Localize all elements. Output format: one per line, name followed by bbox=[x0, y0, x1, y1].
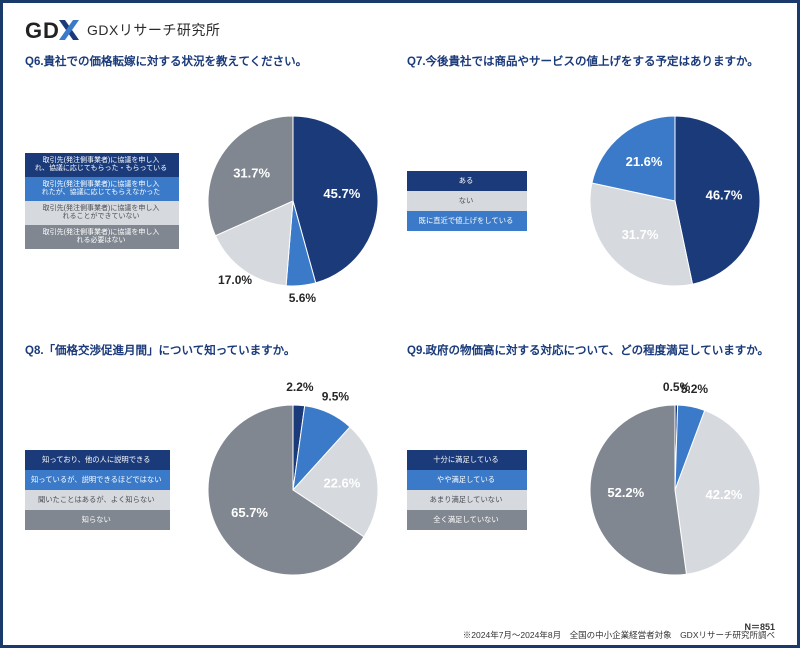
q6-title: Q6.貴社での価格転嫁に対する状況を教えてください。 bbox=[25, 53, 393, 69]
svg-text:D: D bbox=[43, 18, 59, 43]
q6-legend-item: 取引先(発注側事業者)に協議を申し入 れ、協議に応じてもらった・もらっている bbox=[25, 153, 179, 177]
q9-legend-item: 全く満足していない bbox=[407, 510, 527, 530]
q6-legend-item: 取引先(発注側事業者)に協議を申し入 れることができていない bbox=[25, 201, 179, 225]
q8-body: 知っており、他の人に説明できる知っているが、説明できるほどではない聞いたことはあ… bbox=[25, 364, 393, 617]
panel-q9: Q9.政府の物価高に対する対応について、どの程度満足していますか。 十分に満足し… bbox=[407, 342, 775, 617]
chart-grid: Q6.貴社での価格転嫁に対する状況を教えてください。 取引先(発注側事業者)に協… bbox=[25, 53, 775, 616]
q8-slice-pct: 2.2% bbox=[286, 380, 314, 394]
q7-legend-item: 既に直近で値上げをしている bbox=[407, 211, 527, 231]
q6-legend-item: 取引先(発注側事業者)に協議を申し入 れたが、協議に応じてもらえなかった bbox=[25, 177, 179, 201]
q6-legend-item: 取引先(発注側事業者)に協議を申し入 れる必要はない bbox=[25, 225, 179, 249]
q8-pie: 2.2%9.5%22.6%65.7% bbox=[193, 390, 393, 590]
q6-slice-pct: 31.7% bbox=[233, 166, 270, 181]
q8-legend: 知っており、他の人に説明できる知っているが、説明できるほどではない聞いたことはあ… bbox=[25, 450, 170, 530]
q7-legend-item: ある bbox=[407, 171, 527, 191]
q7-pie: 46.7% 31.7% 21.6% bbox=[575, 101, 775, 301]
header: G D GDXリサーチ研究所 bbox=[25, 17, 775, 43]
panel-q6: Q6.貴社での価格転嫁に対する状況を教えてください。 取引先(発注側事業者)に協… bbox=[25, 53, 393, 328]
q9-legend-item: やや満足している bbox=[407, 470, 527, 490]
q9-slice-pct: 42.2% bbox=[706, 487, 743, 502]
q7-title: Q7.今後貴社では商品やサービスの値上げをする予定はありますか。 bbox=[407, 53, 775, 69]
q7-slice-pct: 31.7% bbox=[622, 227, 659, 242]
q9-slice-pct: 52.2% bbox=[607, 485, 644, 500]
brand-title: GDXリサーチ研究所 bbox=[87, 20, 220, 40]
q9-body: 十分に満足しているやや満足しているあまり満足していない全く満足していない 0.5… bbox=[407, 364, 775, 617]
q7-slice-pct: 21.6% bbox=[626, 154, 663, 169]
q8-slice-pct: 22.6% bbox=[323, 475, 360, 490]
q7-slice-pct: 46.7% bbox=[706, 188, 743, 203]
q9-legend: 十分に満足しているやや満足しているあまり満足していない全く満足していない bbox=[407, 450, 527, 530]
q7-body: あるない既に直近で値上げをしている 46.7% 31.7% 21.6% bbox=[407, 75, 775, 328]
q9-pie: 0.5%5.2%42.2%52.2% bbox=[575, 390, 775, 590]
page: G D GDXリサーチ研究所 Q6.貴社での価格転嫁に対する状況を教えてください… bbox=[3, 3, 797, 645]
q9-slice-pct: 5.2% bbox=[681, 382, 709, 396]
q6-slice-pct: 17.0% bbox=[218, 273, 252, 287]
svg-text:G: G bbox=[25, 18, 42, 43]
q8-slice-pct: 9.5% bbox=[322, 389, 350, 403]
q6-pie: 45.7%5.6%17.0%31.7% bbox=[193, 101, 393, 301]
q8-title: Q8.「価格交渉促進月間」について知っていますか。 bbox=[25, 342, 393, 358]
brand-logo-icon: G D bbox=[25, 17, 79, 43]
q7-legend-item: ない bbox=[407, 191, 527, 211]
q9-legend-item: あまり満足していない bbox=[407, 490, 527, 510]
q7-legend: あるない既に直近で値上げをしている bbox=[407, 171, 527, 231]
q6-body: 取引先(発注側事業者)に協議を申し入 れ、協議に応じてもらった・もらっている取引… bbox=[25, 75, 393, 328]
q8-legend-item: 知らない bbox=[25, 510, 170, 530]
panel-q8: Q8.「価格交渉促進月間」について知っていますか。 知っており、他の人に説明でき… bbox=[25, 342, 393, 617]
footer-note: ※2024年7月～2024年8月 全国の中小企業経営者対象 GDXリサーチ研究所… bbox=[463, 629, 775, 641]
q6-slice-pct: 5.6% bbox=[289, 291, 317, 305]
q6-slice-pct: 45.7% bbox=[323, 186, 360, 201]
q8-slice-pct: 65.7% bbox=[231, 505, 268, 520]
footer: N＝851 ※2024年7月～2024年8月 全国の中小企業経営者対象 GDXリ… bbox=[25, 620, 775, 633]
q8-legend-item: 知っており、他の人に説明できる bbox=[25, 450, 170, 470]
q9-legend-item: 十分に満足している bbox=[407, 450, 527, 470]
q8-legend-item: 知っているが、説明できるほどではない bbox=[25, 470, 170, 490]
panel-q7: Q7.今後貴社では商品やサービスの値上げをする予定はありますか。 あるない既に直… bbox=[407, 53, 775, 328]
q6-legend: 取引先(発注側事業者)に協議を申し入 れ、協議に応じてもらった・もらっている取引… bbox=[25, 153, 179, 249]
q8-legend-item: 聞いたことはあるが、よく知らない bbox=[25, 490, 170, 510]
q9-title: Q9.政府の物価高に対する対応について、どの程度満足していますか。 bbox=[407, 342, 775, 358]
